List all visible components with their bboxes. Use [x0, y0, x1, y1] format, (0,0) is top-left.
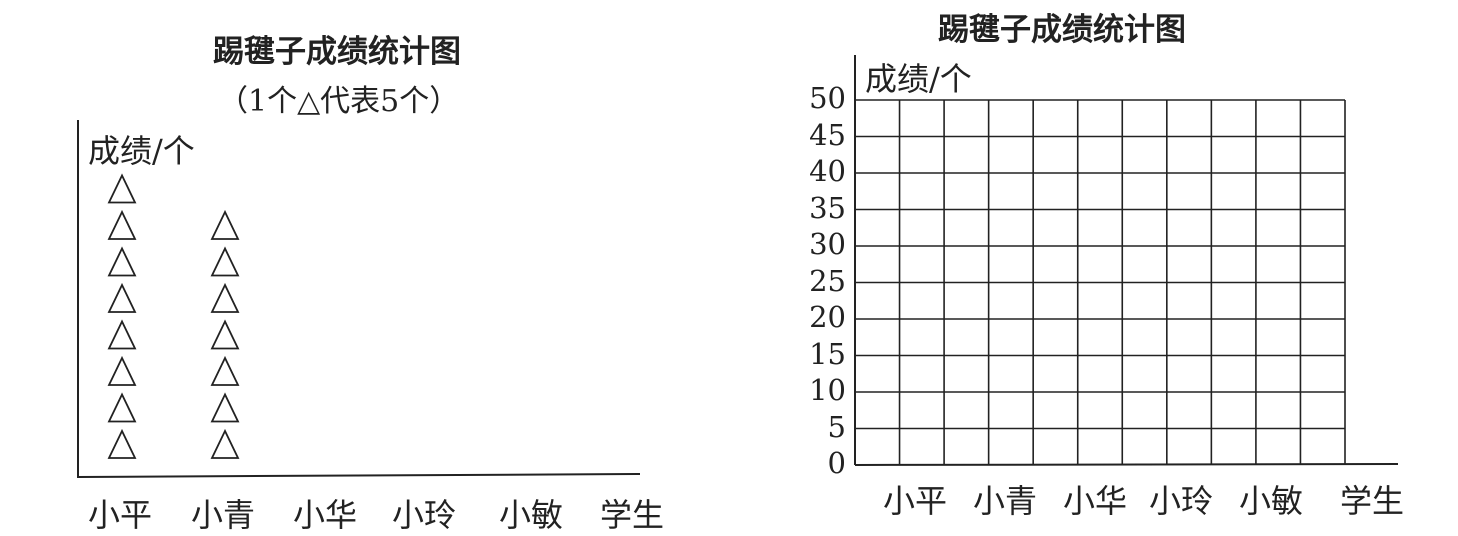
triangle-symbol: [210, 282, 240, 313]
right-x-axis: [854, 463, 1399, 466]
right-chart-title: 踢毽子成绩统计图: [938, 12, 1186, 48]
right-y-tick-label: 20: [809, 300, 846, 334]
left-x-axis: [77, 473, 641, 478]
right-y-tick-label: 10: [809, 373, 846, 407]
triangle-symbol: [210, 246, 240, 277]
right-x-axis-label: 学生: [1340, 482, 1405, 520]
triangle-symbol: [107, 209, 137, 240]
triangle-symbol: [210, 355, 240, 386]
triangle-symbol: [210, 319, 240, 350]
triangle-symbol: [210, 209, 240, 240]
right-x-label-0: 小平: [883, 482, 948, 520]
right-y-tick-label: 50: [809, 81, 846, 115]
left-y-axis-label: 成绩/个: [88, 132, 195, 170]
triangle-symbol: [107, 428, 137, 459]
right-y-tick-label: 5: [827, 409, 846, 444]
left-chart-subtitle: （1个△代表5个）: [218, 84, 460, 119]
right-y-tick-label: 0: [827, 446, 846, 480]
right-y-tick-label: 15: [809, 336, 846, 371]
triangle-symbol: [107, 173, 137, 204]
right-y-axis-label: 成绩/个: [865, 60, 972, 98]
triangle-symbol: [210, 392, 240, 423]
right-x-label-1: 小青: [973, 482, 1038, 520]
left-chart-title: 踢毽子成绩统计图: [213, 34, 461, 70]
right-x-label-2: 小华: [1063, 482, 1128, 520]
right-y-tick-label: 40: [809, 154, 846, 188]
triangle-symbol: [107, 319, 137, 350]
triangle-symbol: [107, 246, 137, 277]
right-x-label-4: 小敏: [1239, 482, 1304, 520]
right-y-tick-label: 35: [809, 190, 846, 225]
right-y-tick-label: 30: [809, 227, 846, 261]
triangle-symbol: [210, 428, 240, 459]
triangle-symbol: [107, 355, 137, 386]
right-y-tick-label: 45: [809, 117, 846, 152]
right-x-label-3: 小玲: [1149, 482, 1214, 520]
triangle-symbol: [107, 392, 137, 423]
right-y-tick-label: 25: [809, 263, 846, 298]
triangle-symbol: [107, 282, 137, 313]
